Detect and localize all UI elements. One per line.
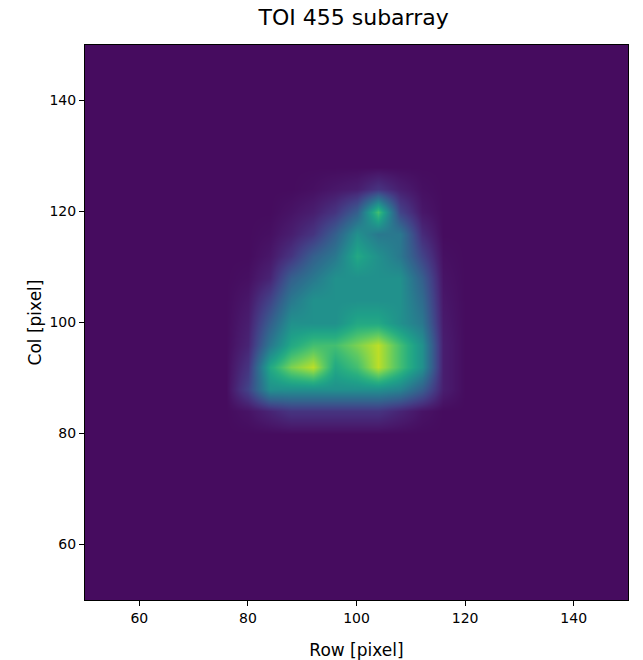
svg-text:Col [pixel]: Col [pixel] — [25, 280, 45, 366]
svg-text:120: 120 — [49, 203, 76, 219]
svg-text:60: 60 — [130, 610, 148, 626]
svg-text:100: 100 — [49, 314, 76, 330]
svg-text:120: 120 — [452, 610, 479, 626]
svg-text:140: 140 — [49, 92, 76, 108]
svg-text:60: 60 — [58, 536, 76, 552]
svg-text:100: 100 — [343, 610, 370, 626]
svg-text:80: 80 — [239, 610, 257, 626]
svg-text:TOI 455 subarray: TOI 455 subarray — [258, 5, 449, 30]
svg-text:Row [pixel]: Row [pixel] — [309, 640, 403, 660]
svg-text:140: 140 — [560, 610, 587, 626]
svg-text:80: 80 — [58, 425, 76, 441]
